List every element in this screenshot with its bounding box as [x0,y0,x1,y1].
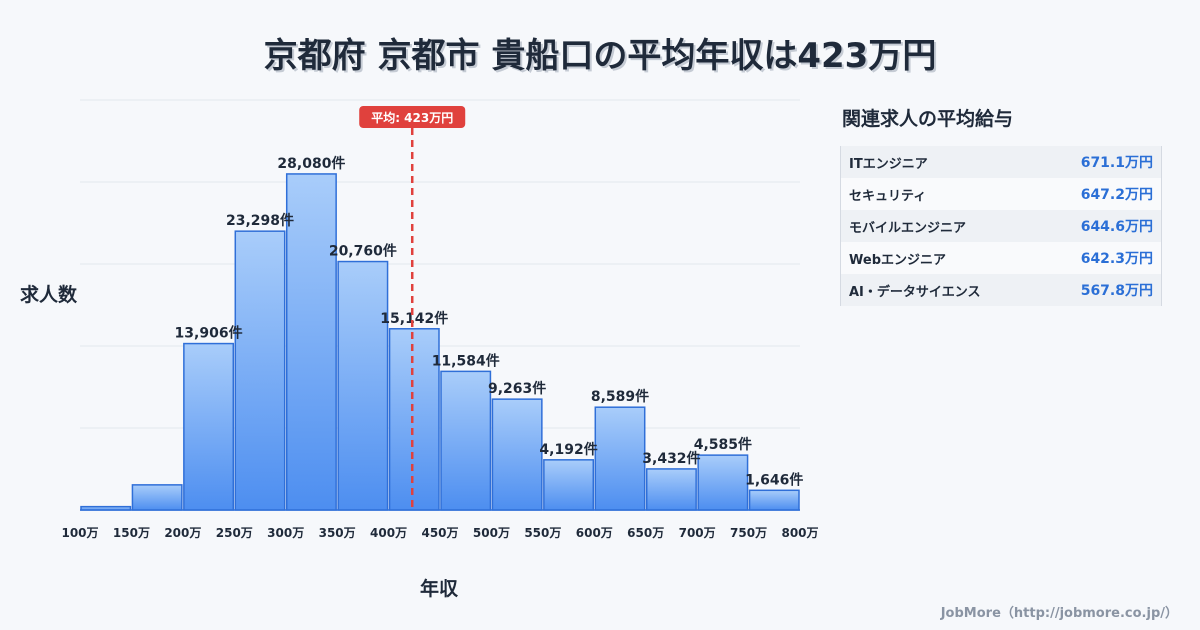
bar-value-label: 11,584件 [432,352,500,369]
x-tick-label: 500万 [473,526,510,540]
histogram-bar [80,505,132,511]
job-salary: 642.3万円 [1080,251,1153,267]
histogram-bar [285,173,337,511]
job-name: モバイルエンジニア [849,220,967,236]
average-marker: 平均: 423万円 [359,106,466,510]
x-tick-label: 350万 [319,526,356,540]
bar-labels: 13,906件 23,298件 28,080件 20,760件 15,142件 11,58… [175,155,804,488]
salary-histogram: 13,906件 23,298件 28,080件 20,760件 15,142件 11,58… [61,99,819,540]
bar-value-label: 4,192件 [539,441,597,458]
x-tick-label: 750万 [730,526,767,540]
bar-value-label: 13,906件 [175,325,243,342]
histogram-bar [748,489,800,511]
related-salary-row: ITエンジニア 671.1万円 [841,146,1161,178]
histogram-bar [543,459,595,511]
x-tick-label: 800万 [781,526,818,540]
bar-value-label: 20,760件 [329,243,397,260]
bars [80,173,800,511]
bar-value-label: 9,263件 [488,380,546,397]
job-salary: 671.1万円 [1080,155,1153,171]
histogram-bar [491,398,543,511]
x-tick-labels: 100万 150万 200万 250万 300万 350万 400万 450万 500万 550万… [61,526,818,540]
x-tick-label: 150万 [113,526,150,540]
related-salary-row: Webエンジニア 642.3万円 [841,242,1161,274]
histogram-bar [697,454,749,511]
histogram-bar [594,406,646,511]
average-badge [359,106,466,128]
bar-value-label: 3,432件 [642,450,700,467]
x-tick-label: 600万 [576,526,613,540]
bar-value-label: 28,080件 [277,155,345,172]
job-name: セキュリティ [849,188,927,204]
x-tick-label: 550万 [524,526,561,540]
bar-value-label: 1,646件 [745,471,803,488]
footer-credit: JobMore（http://jobmore.co.jp/） [940,606,1178,621]
bar-value-label: 15,142件 [380,310,448,327]
bar-value-label: 4,585件 [694,436,752,453]
related-salary-title: 関連求人の平均給与 [842,108,1014,130]
x-tick-label: 200万 [164,526,201,540]
related-salary-row: モバイルエンジニア 644.6万円 [841,210,1161,242]
histogram-bar [388,328,440,511]
job-name: Webエンジニア [849,252,946,268]
x-tick-label: 650万 [627,526,664,540]
job-salary: 647.2万円 [1080,187,1153,203]
average-label: 平均: 423万円 [371,110,453,125]
y-axis-label: 求人数 [20,284,78,306]
job-salary: 567.8万円 [1080,283,1153,299]
x-tick-label: 250万 [216,526,253,540]
job-salary: 644.6万円 [1080,219,1153,235]
histogram-bar [131,484,183,511]
x-tick-label: 300万 [267,526,304,540]
related-salary-table: ITエンジニア 671.1万円 セキュリティ 647.2万円 モバイルエンジニア… [840,146,1162,306]
histogram-bar [183,342,235,511]
x-tick-label: 400万 [370,526,407,540]
job-name: AI・データサイエンス [849,284,981,300]
x-axis-label: 年収 [420,578,459,600]
page-title: 京都府 京都市 貴船口の平均年収は423万円 [263,36,937,76]
related-salary-row: セキュリティ 647.2万円 [841,178,1161,210]
bar-value-label: 23,298件 [226,212,294,229]
job-name: ITエンジニア [849,156,928,172]
x-tick-label: 100万 [61,526,98,540]
histogram-bar [234,230,286,511]
histogram-bar [645,468,697,511]
histogram-bar [440,370,492,511]
x-tick-label: 450万 [421,526,458,540]
histogram-bar [337,260,389,511]
related-salary-row: AI・データサイエンス 567.8万円 [841,274,1161,306]
x-tick-label: 700万 [679,526,716,540]
bar-value-label: 8,589件 [591,388,649,405]
